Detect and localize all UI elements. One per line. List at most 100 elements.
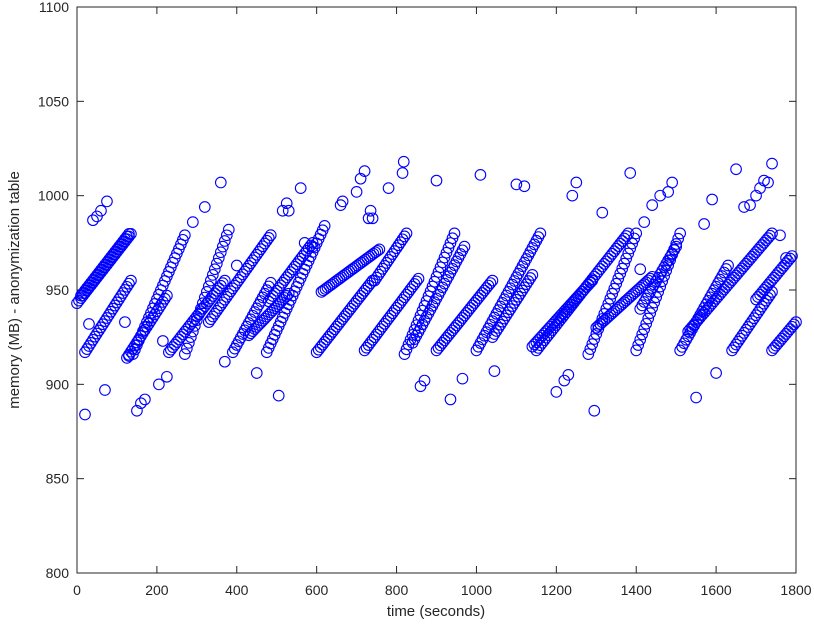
data-point [113,293,125,306]
y-axis-label: memory (MB) - anonymization table [6,171,23,409]
data-point [250,321,263,333]
data-point [404,333,417,346]
data-point [157,296,169,308]
data-point [117,287,129,299]
data-point [337,269,350,282]
data-point [350,186,363,198]
data-point [752,306,764,319]
data-point [526,269,539,281]
data-point [123,350,135,362]
data-point [444,393,457,406]
data-point [630,227,643,240]
data-point [448,227,461,240]
data-point [474,169,487,181]
data-point [254,316,267,329]
y-tick-label: 1100 [39,0,69,15]
data-point [624,167,637,179]
data-point [382,182,395,194]
data-point [95,204,107,217]
data-point [318,220,331,232]
data-point [750,309,762,322]
data-point [321,281,334,294]
data-point [744,318,756,330]
data-point [355,256,368,269]
data-point [139,324,151,336]
data-point [354,172,367,185]
data-point [584,343,597,355]
data-point [214,246,227,259]
data-point [586,338,599,350]
data-point [734,332,746,345]
data-point [698,218,710,230]
data-point [258,312,271,325]
x-tick-label: 200 [145,582,169,598]
x-tick-label: 1800 [780,582,811,598]
data-point [634,333,647,346]
data-point [260,310,273,323]
data-point [115,290,127,303]
data-point [242,329,255,342]
data-point [622,247,635,260]
data-point [339,268,352,281]
data-point [520,278,533,291]
data-point [179,348,191,361]
data-point [264,306,277,319]
data-point [179,229,191,242]
data-point [131,404,143,417]
data-point [562,369,575,381]
data-point [369,246,382,259]
data-point [216,240,229,253]
data-point [222,223,235,236]
data-point [353,258,366,270]
data-point [614,267,627,280]
data-point [366,212,379,225]
data-point [161,370,173,383]
data-point [190,314,203,327]
data-point [726,344,738,357]
data-point [248,323,261,335]
data-point [87,214,99,227]
data-point [646,199,659,211]
x-tick-label: 0 [73,582,81,598]
data-point [204,274,217,287]
data-point [570,176,583,189]
data-point [294,182,307,194]
data-point [618,257,631,270]
data-point [588,333,601,345]
data-point [528,338,541,351]
data-point [230,259,243,272]
data-point [79,408,91,421]
data-point [101,195,113,208]
data-point [87,333,99,346]
data-point [646,270,659,283]
data-point [111,296,123,309]
data-point [103,309,115,321]
data-point [268,302,281,315]
data-point [432,266,445,278]
data-point [488,328,501,340]
data-point [101,312,113,324]
data-point [582,348,595,361]
data-point [456,372,469,385]
data-point [604,292,617,305]
data-point [762,176,774,189]
data-point [151,305,163,318]
x-tick-label: 600 [305,582,329,598]
data-point [732,335,744,348]
x-tick-label: 1200 [541,582,572,598]
data-point [382,254,395,266]
data-point [738,201,750,213]
data-point [194,303,207,315]
data-point [373,243,386,256]
data-point [710,367,722,379]
data-point [592,323,605,335]
data-point [750,189,762,202]
data-point [97,318,109,331]
data-point [550,314,563,327]
data-point [512,290,525,303]
data-point [502,306,515,319]
data-point [95,321,107,334]
data-point [370,271,383,284]
data-point [636,328,649,341]
data-point [181,342,193,355]
